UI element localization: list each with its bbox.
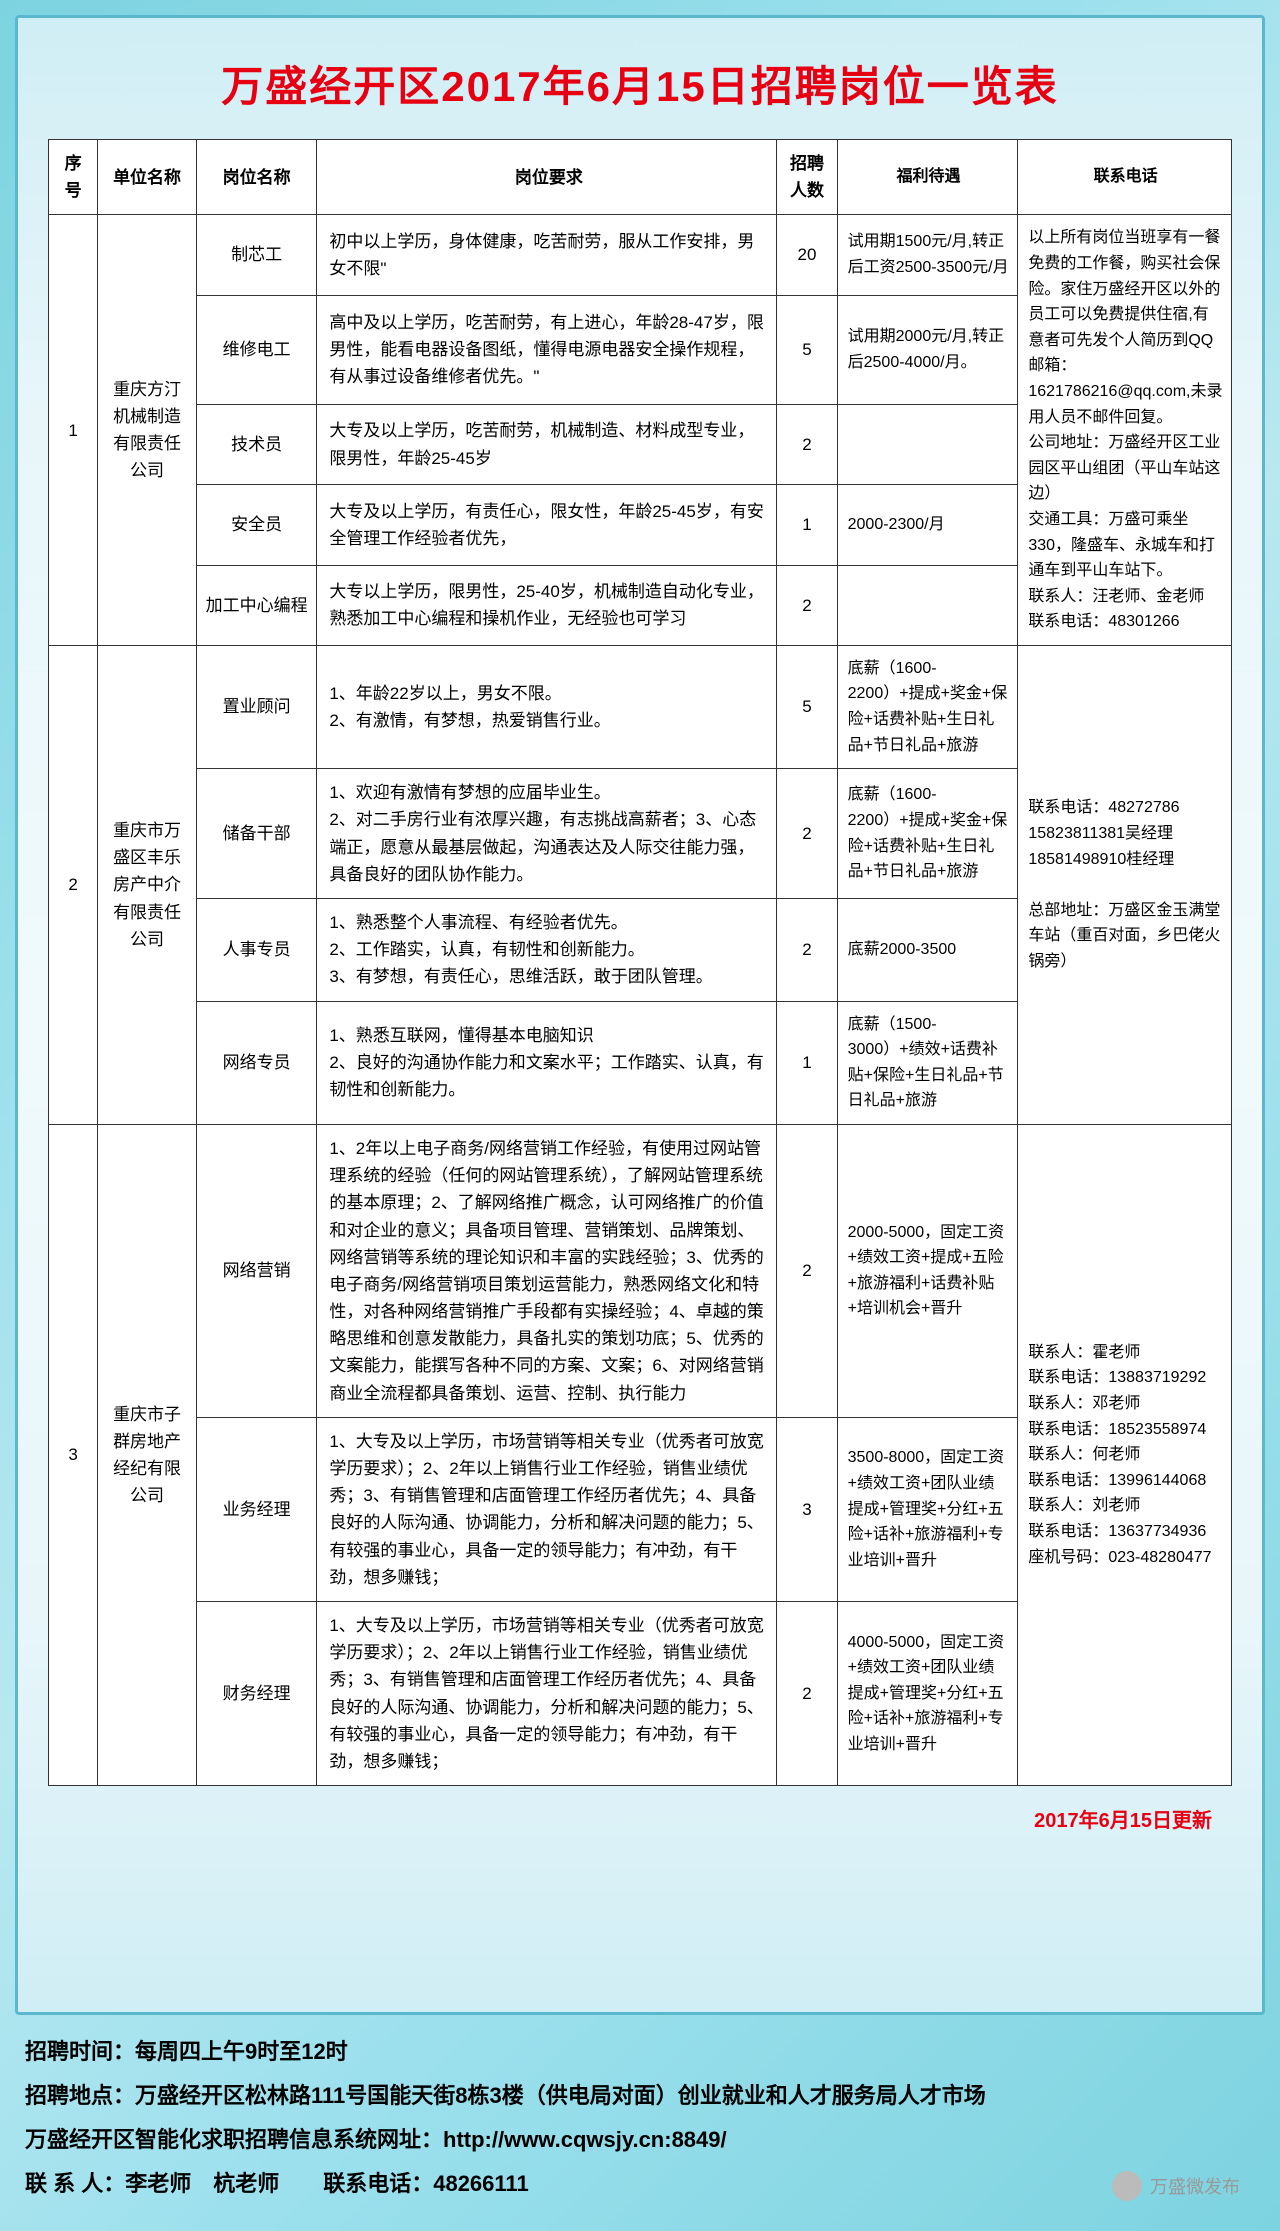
cell-requirement: 初中以上学历，身体健康，吃苦耐劳，服从工作安排，男女不限": [317, 215, 777, 295]
cell-requirement: 1、年龄22岁以上，男女不限。 2、有激情，有梦想，热爱销售行业。: [317, 645, 777, 768]
cell-requirement: 大专以上学历，限男性，25-40岁，机械制造自动化专业，熟悉加工中心编程和操机作…: [317, 565, 777, 645]
cell-contact: 联系电话：48272786 15823811381吴经理 18581498910…: [1018, 645, 1232, 1124]
footer-line3: 万盛经开区智能化求职招聘信息系统网址：http://www.cqwsjy.cn:…: [25, 2118, 1255, 2162]
cell-seq: 3: [49, 1124, 98, 1785]
cell-count: 5: [777, 295, 837, 404]
cell-benefit: [837, 404, 1018, 484]
cell-position: 技术员: [196, 404, 316, 484]
cell-benefit: 试用期2000元/月,转正后2500-4000/月。: [837, 295, 1018, 404]
cell-count: 1: [777, 485, 837, 565]
header-benefit: 福利待遇: [837, 140, 1018, 215]
cell-count: 2: [777, 769, 837, 899]
cell-benefit: 4000-5000，固定工资+绩效工资+团队业绩提成+管理奖+分红+五险+话补+…: [837, 1601, 1018, 1785]
cell-requirement: 1、2年以上电子商务/网络营销工作经验，有使用过网站管理系统的经验（任何的网站管…: [317, 1124, 777, 1417]
cell-count: 2: [777, 1124, 837, 1417]
cell-count: 2: [777, 565, 837, 645]
footer-line4: 联 系 人：李老师 杭老师 联系电话：48266111: [25, 2162, 1255, 2206]
cell-benefit: 2000-2300/月: [837, 485, 1018, 565]
cell-benefit: 底薪（1600-2200）+提成+奖金+保险+话费补贴+生日礼品+节日礼品+旅游: [837, 769, 1018, 899]
wechat-icon: [1112, 2171, 1142, 2201]
cell-count: 5: [777, 645, 837, 768]
cell-company: 重庆市子群房地产经纪有限公司: [98, 1124, 197, 1785]
cell-company: 重庆方汀机械制造有限责任公司: [98, 215, 197, 646]
watermark-text: 万盛微发布: [1150, 2173, 1240, 2199]
cell-requirement: 1、熟悉互联网，懂得基本电脑知识 2、良好的沟通协作能力和文案水平；工作踏实、认…: [317, 1001, 777, 1124]
cell-requirement: 高中及以上学历，吃苦耐劳，有上进心，年龄28-47岁，限男性，能看电器设备图纸，…: [317, 295, 777, 404]
cell-position: 人事专员: [196, 899, 316, 1002]
footer-info: 招聘时间：每周四上午9时至12时 招聘地点：万盛经开区松林路111号国能天街8栋…: [15, 2015, 1265, 2216]
watermark: 万盛微发布: [1112, 2171, 1240, 2201]
job-table: 序号 单位名称 岗位名称 岗位要求 招聘人数 福利待遇 联系电话 1重庆方汀机械…: [48, 139, 1232, 1786]
cell-benefit: 2000-5000，固定工资+绩效工资+提成+五险+旅游福利+话费补贴+培训机会…: [837, 1124, 1018, 1417]
header-requirement: 岗位要求: [317, 140, 777, 215]
table-header-row: 序号 单位名称 岗位名称 岗位要求 招聘人数 福利待遇 联系电话: [49, 140, 1232, 215]
header-company: 单位名称: [98, 140, 197, 215]
table-row: 1重庆方汀机械制造有限责任公司制芯工初中以上学历，身体健康，吃苦耐劳，服从工作安…: [49, 215, 1232, 295]
cell-position: 财务经理: [196, 1601, 316, 1785]
cell-position: 安全员: [196, 485, 316, 565]
cell-count: 2: [777, 899, 837, 1002]
update-note: 2017年6月15日更新: [48, 1786, 1232, 1843]
cell-requirement: 1、大专及以上学历，市场营销等相关专业（优秀者可放宽学历要求）；2、2年以上销售…: [317, 1417, 777, 1601]
cell-requirement: 1、欢迎有激情有梦想的应届毕业生。 2、对二手房行业有浓厚兴趣，有志挑战高薪者；…: [317, 769, 777, 899]
cell-position: 制芯工: [196, 215, 316, 295]
page-title: 万盛经开区2017年6月15日招聘岗位一览表: [48, 38, 1232, 139]
cell-position: 网络营销: [196, 1124, 316, 1417]
cell-seq: 2: [49, 645, 98, 1124]
header-contact: 联系电话: [1018, 140, 1232, 215]
cell-benefit: [837, 565, 1018, 645]
header-seq: 序号: [49, 140, 98, 215]
cell-count: 2: [777, 404, 837, 484]
header-position: 岗位名称: [196, 140, 316, 215]
cell-position: 业务经理: [196, 1417, 316, 1601]
page-container: 万盛经开区2017年6月15日招聘岗位一览表 序号 单位名称 岗位名称 岗位要求…: [0, 0, 1280, 2231]
cell-benefit: 底薪（1600-2200）+提成+奖金+保险+话费补贴+生日礼品+节日礼品+旅游: [837, 645, 1018, 768]
table-row: 3重庆市子群房地产经纪有限公司网络营销1、2年以上电子商务/网络营销工作经验，有…: [49, 1124, 1232, 1417]
cell-requirement: 大专及以上学历，有责任心，限女性，年龄25-45岁，有安全管理工作经验者优先，: [317, 485, 777, 565]
cell-count: 1: [777, 1001, 837, 1124]
table-row: 2重庆市万盛区丰乐房产中介有限责任公司置业顾问1、年龄22岁以上，男女不限。 2…: [49, 645, 1232, 768]
cell-benefit: 底薪（1500-3000）+绩效+话费补贴+保险+生日礼品+节日礼品+旅游: [837, 1001, 1018, 1124]
cell-company: 重庆市万盛区丰乐房产中介有限责任公司: [98, 645, 197, 1124]
cell-count: 20: [777, 215, 837, 295]
cell-requirement: 大专及以上学历，吃苦耐劳，机械制造、材料成型专业，限男性，年龄25-45岁: [317, 404, 777, 484]
cell-position: 储备干部: [196, 769, 316, 899]
cell-requirement: 1、熟悉整个人事流程、有经验者优先。 2、工作踏实，认真，有韧性和创新能力。 3…: [317, 899, 777, 1002]
cell-benefit: 试用期1500元/月,转正后工资2500-3500元/月: [837, 215, 1018, 295]
cell-contact: 联系人：霍老师 联系电话：13883719292 联系人：邓老师 联系电话：18…: [1018, 1124, 1232, 1785]
cell-benefit: 3500-8000，固定工资+绩效工资+团队业绩提成+管理奖+分红+五险+话补+…: [837, 1417, 1018, 1601]
content-panel: 万盛经开区2017年6月15日招聘岗位一览表 序号 单位名称 岗位名称 岗位要求…: [15, 15, 1265, 2015]
cell-count: 3: [777, 1417, 837, 1601]
footer-line1: 招聘时间：每周四上午9时至12时: [25, 2030, 1255, 2074]
cell-contact: 以上所有岗位当班享有一餐免费的工作餐，购买社会保险。家住万盛经开区以外的员工可以…: [1018, 215, 1232, 646]
cell-count: 2: [777, 1601, 837, 1785]
header-count: 招聘人数: [777, 140, 837, 215]
cell-position: 维修电工: [196, 295, 316, 404]
cell-requirement: 1、大专及以上学历，市场营销等相关专业（优秀者可放宽学历要求）；2、2年以上销售…: [317, 1601, 777, 1785]
cell-seq: 1: [49, 215, 98, 646]
cell-position: 置业顾问: [196, 645, 316, 768]
cell-benefit: 底薪2000-3500: [837, 899, 1018, 1002]
cell-position: 网络专员: [196, 1001, 316, 1124]
cell-position: 加工中心编程: [196, 565, 316, 645]
footer-line2: 招聘地点：万盛经开区松林路111号国能天街8栋3楼（供电局对面）创业就业和人才服…: [25, 2074, 1255, 2118]
